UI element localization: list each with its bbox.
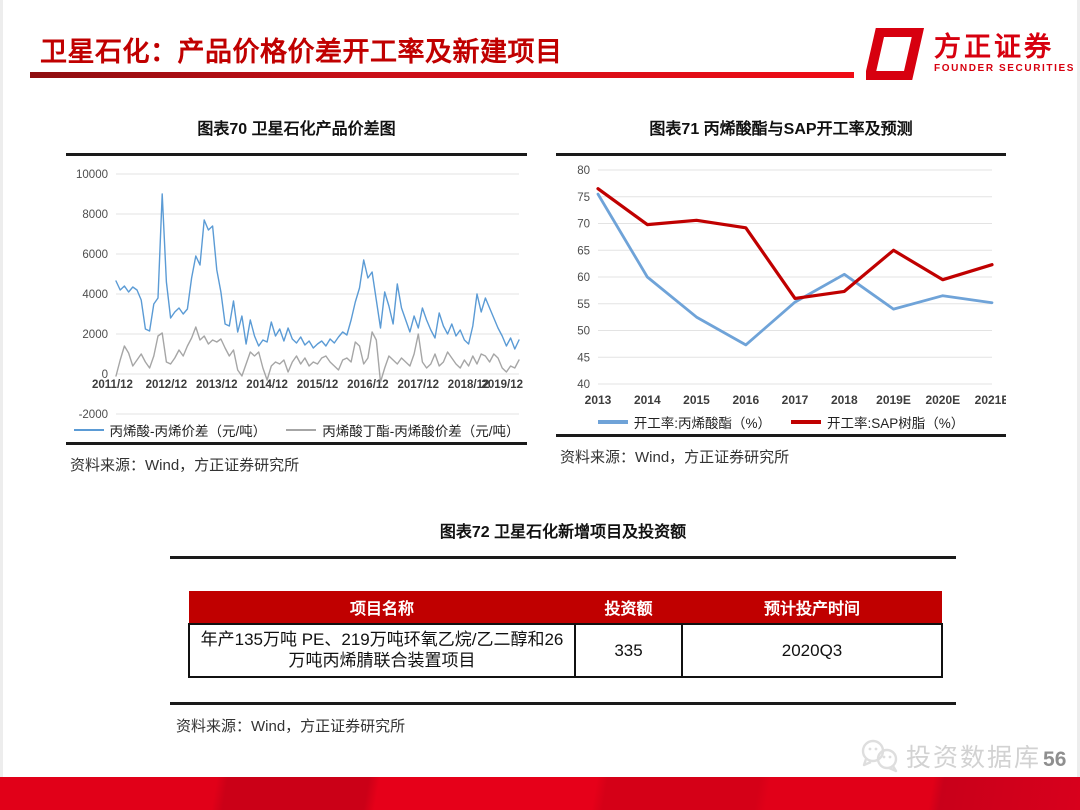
figure-70-title: 图表70 卫星石化产品价差图 bbox=[197, 121, 396, 138]
wechat-icon bbox=[861, 739, 898, 773]
founder-securities-logo-icon bbox=[866, 28, 924, 80]
legend-label: 开工率:丙烯酸酯（%） bbox=[633, 416, 771, 431]
figure-72-bottom-rule bbox=[170, 701, 956, 705]
legend-label: 丙烯酸丁酯-丙烯酸价差（元/吨） bbox=[322, 424, 520, 439]
svg-text:2016/12: 2016/12 bbox=[347, 379, 389, 391]
legend-label: 丙烯酸-丙烯价差（元/吨） bbox=[109, 424, 267, 439]
title-underline bbox=[30, 72, 854, 78]
svg-text:-2000: -2000 bbox=[79, 409, 108, 418]
svg-text:8000: 8000 bbox=[82, 209, 108, 221]
svg-text:2015/12: 2015/12 bbox=[297, 379, 339, 391]
svg-text:2014: 2014 bbox=[634, 393, 661, 407]
watermark: 投资数据库 56 bbox=[860, 738, 1066, 774]
legend-item: 丙烯酸丁酯-丙烯酸价差（元/吨） bbox=[286, 420, 520, 440]
legend-item: 丙烯酸-丙烯价差（元/吨） bbox=[73, 420, 267, 440]
svg-text:55: 55 bbox=[577, 299, 590, 311]
header-project-name: 项目名称 bbox=[189, 591, 575, 624]
projects-table: 项目名称 投资额 预计投产时间 年产135万吨 PE、219万吨环氧乙烷/乙二醇… bbox=[188, 591, 943, 678]
page-title: 卫星石化：产品价格价差开工率及新建项目 bbox=[40, 37, 563, 67]
legend-line-swatch bbox=[790, 420, 821, 424]
svg-text:2019/12: 2019/12 bbox=[481, 379, 523, 391]
legend-line-swatch bbox=[286, 429, 317, 431]
figure-70-panel: 图表70 卫星石化产品价差图 10000 8000 6000 4000 2000 0 -20… bbox=[66, 115, 527, 475]
figure-71-legend: 开工率:丙烯酸酯（%） 开工率:SAP树脂（%） bbox=[556, 410, 1006, 434]
legend-label: 开工率:SAP树脂（%） bbox=[826, 416, 965, 431]
svg-text:2018: 2018 bbox=[831, 393, 858, 407]
price-spread-chart: 10000 8000 6000 4000 2000 0 -2000 2011/12 2012/1… bbox=[76, 169, 523, 418]
svg-text:80: 80 bbox=[577, 165, 590, 177]
figure-71-bottom-rule bbox=[556, 434, 1006, 437]
cell-project-name: 年产135万吨 PE、219万吨环氧乙烷/乙二醇和26 万吨丙烯腈联合装置项目 bbox=[188, 623, 576, 678]
logo-name-cn: 方正证券 bbox=[934, 32, 1054, 63]
legend-line-swatch bbox=[597, 420, 628, 424]
svg-text:2016: 2016 bbox=[732, 393, 759, 407]
svg-text:2021E: 2021E bbox=[975, 393, 1006, 407]
svg-text:2020E: 2020E bbox=[925, 393, 960, 407]
svg-text:2000: 2000 bbox=[82, 329, 108, 341]
svg-text:45: 45 bbox=[577, 352, 590, 364]
figure-71-top-rule bbox=[556, 153, 1006, 156]
operating-rate-chart: 80 75 70 65 60 55 50 45 40 2013 2014 2015 2016 2017 20… bbox=[577, 165, 1006, 407]
header-start-time: 预计投产时间 bbox=[682, 591, 942, 624]
figure-71-title: 图表71 丙烯酸酯与SAP开工率及预测 bbox=[649, 121, 913, 138]
svg-text:70: 70 bbox=[577, 219, 590, 231]
svg-text:2017/12: 2017/12 bbox=[398, 379, 440, 391]
logo-text: 方正证券 FOUNDER SECURITIES bbox=[934, 33, 1075, 75]
header-investment: 投资额 bbox=[575, 591, 682, 624]
svg-text:2019E: 2019E bbox=[876, 393, 911, 407]
svg-text:2013: 2013 bbox=[585, 393, 612, 407]
page-number: 56 bbox=[1043, 748, 1067, 771]
svg-text:50: 50 bbox=[577, 326, 590, 338]
svg-text:4000: 4000 bbox=[82, 289, 108, 301]
svg-text:75: 75 bbox=[577, 192, 590, 204]
svg-text:2018/12: 2018/12 bbox=[448, 379, 490, 391]
footer-bar bbox=[0, 777, 1080, 810]
svg-text:65: 65 bbox=[577, 245, 590, 257]
figure-70-source: 资料来源：Wind，方正证券研究所 bbox=[70, 457, 300, 474]
svg-text:60: 60 bbox=[577, 272, 590, 284]
svg-text:40: 40 bbox=[577, 379, 590, 391]
table-row: 年产135万吨 PE、219万吨环氧乙烷/乙二醇和26 万吨丙烯腈联合装置项目 … bbox=[188, 623, 943, 678]
cell-investment: 335 bbox=[574, 623, 683, 678]
svg-text:0: 0 bbox=[102, 369, 108, 381]
figure-71-source: 资料来源：Wind，方正证券研究所 bbox=[560, 449, 790, 466]
figure-72-title: 图表72 卫星石化新增项目及投资额 bbox=[439, 524, 687, 541]
svg-text:2011/12: 2011/12 bbox=[92, 379, 133, 391]
svg-text:6000: 6000 bbox=[82, 249, 108, 261]
svg-text:2012/12: 2012/12 bbox=[146, 379, 188, 391]
figure-70-bottom-rule bbox=[66, 442, 527, 445]
logo-name-en: FOUNDER SECURITIES bbox=[934, 63, 1076, 75]
legend-line-swatch bbox=[73, 429, 104, 431]
figure-72-source: 资料来源：Wind，方正证券研究所 bbox=[176, 717, 406, 735]
svg-text:10000: 10000 bbox=[76, 169, 108, 181]
svg-text:2017: 2017 bbox=[782, 393, 809, 407]
figure-70-legend: 丙烯酸-丙烯价差（元/吨） 丙烯酸丁酯-丙烯酸价差（元/吨） bbox=[66, 418, 527, 442]
legend-item: 开工率:丙烯酸酯（%） bbox=[597, 412, 771, 432]
legend-item: 开工率:SAP树脂（%） bbox=[790, 412, 965, 432]
table-header-row: 项目名称 投资额 预计投产时间 bbox=[189, 591, 942, 624]
svg-text:2013/12: 2013/12 bbox=[196, 379, 238, 391]
watermark-label: 投资数据库 bbox=[906, 744, 1042, 772]
cell-start-time: 2020Q3 bbox=[681, 623, 943, 678]
figure-71-panel: 图表71 丙烯酸酯与SAP开工率及预测 80 75 70 65 60 55 50 45 40 20… bbox=[556, 115, 1006, 467]
svg-text:2014/12: 2014/12 bbox=[246, 379, 288, 391]
figure-72-top-rule bbox=[170, 556, 956, 559]
svg-text:2015: 2015 bbox=[683, 393, 710, 407]
figure-70-top-rule bbox=[66, 153, 527, 156]
company-logo: 方正证券 FOUNDER SECURITIES bbox=[866, 28, 1075, 80]
figure-72-panel: 图表72 卫星石化新增项目及投资额 项目名称 投资额 预计投产时间 年产135万… bbox=[170, 518, 956, 736]
